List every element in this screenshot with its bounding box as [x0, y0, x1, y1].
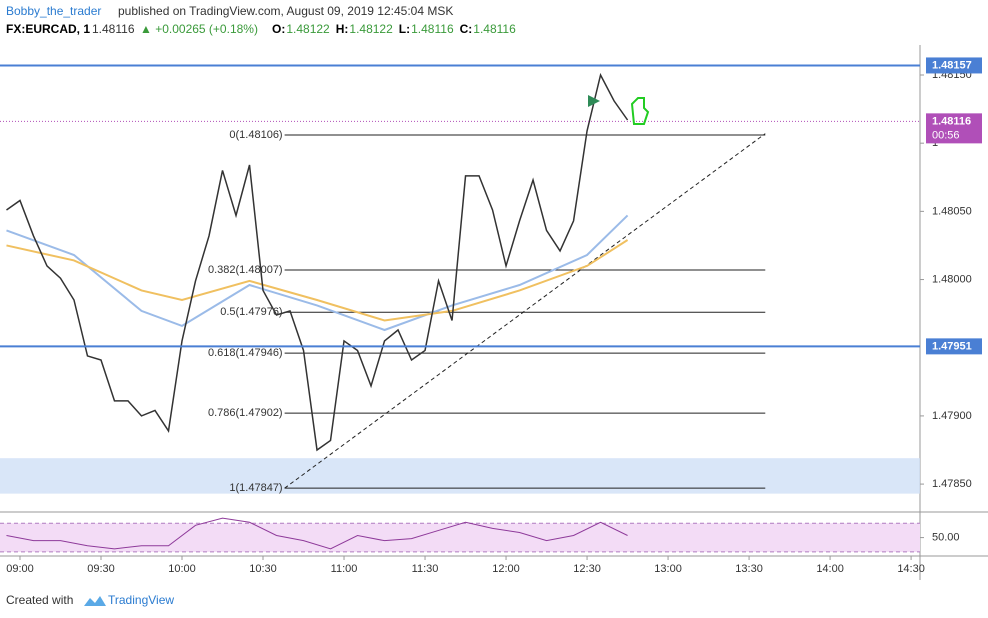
x-tick-label: 11:30 — [412, 563, 439, 575]
level-tag — [926, 57, 982, 74]
ohlc-value: 1.48122 — [349, 22, 393, 36]
ohlc-value: 1.48116 — [411, 22, 454, 36]
fib-label: 1(1.47847) — [229, 482, 282, 494]
x-tick-label: 09:00 — [6, 563, 34, 575]
countdown: 00:56 — [932, 129, 960, 141]
footer-created: Created with — [6, 593, 73, 607]
x-tick-label: 14:00 — [816, 563, 844, 575]
logo — [84, 596, 106, 606]
rsi-tick-label: 50.00 — [932, 531, 960, 543]
fib-label: 0(1.48106) — [229, 129, 282, 141]
footer-brand[interactable]: TradingView — [108, 593, 174, 607]
symbol: FX:EURCAD, 1 — [6, 22, 90, 36]
y-tick-label: 1.48000 — [932, 273, 972, 285]
rsi-band — [0, 523, 920, 552]
x-tick-label: 10:30 — [249, 563, 277, 575]
arrow-icon — [588, 95, 600, 107]
current-label: 1.48116 — [932, 115, 971, 127]
x-tick-label: 12:30 — [573, 563, 601, 575]
fib-label: 0.382(1.48007) — [208, 264, 283, 276]
current-tag — [926, 113, 982, 144]
x-tick-label: 10:00 — [168, 563, 196, 575]
fib-label: 0.786(1.47902) — [208, 407, 283, 419]
fib-label: 0.618(1.47946) — [208, 347, 283, 359]
published: published on TradingView.com, August 09,… — [118, 4, 453, 18]
level-label: 1.47951 — [932, 340, 972, 352]
rsi-line — [6, 517, 628, 550]
x-tick-label: 12:00 — [492, 563, 520, 575]
x-tick-label: 13:00 — [654, 563, 682, 575]
ohlc: O: 1.48122 H: 1.48122 L: 1.48116 C: 1.48116 — [272, 22, 516, 36]
y-tick-label: 1.47850 — [932, 478, 972, 490]
moving-average — [6, 214, 629, 332]
x-tick-label: 11:00 — [331, 563, 358, 575]
trendline — [284, 133, 766, 489]
y-tick-label: 1.48050 — [932, 205, 972, 217]
ohlc-key: O: — [272, 22, 285, 36]
x-tick-label: 14:30 — [897, 563, 925, 575]
ohlc-key: C: — [460, 22, 473, 36]
x-tick-label: 09:30 — [87, 563, 115, 575]
price-pane — [0, 45, 920, 510]
level-tag — [926, 338, 982, 355]
ohlc-value: 1.48116 — [473, 22, 516, 36]
y-tick-label: 1.47900 — [932, 410, 972, 422]
plot: 1.4815011.480501.480001.479001.4785009:0… — [0, 57, 982, 575]
x-tick-label: 13:30 — [735, 563, 763, 575]
ohlc-key: H: — [336, 22, 349, 36]
ohlc-key: L: — [399, 22, 410, 36]
thumbs-down-icon — [630, 97, 650, 125]
price-line — [6, 72, 629, 452]
level-label: 1.48157 — [932, 59, 972, 71]
author[interactable]: Bobby_the_trader — [6, 4, 101, 18]
change: ▲ +0.00265 (+0.18%) — [140, 22, 258, 36]
last-price: 1.48116 — [92, 22, 135, 36]
ohlc-value: 1.48122 — [286, 22, 330, 36]
fib-label: 0.5(1.47976) — [220, 306, 282, 318]
moving-average — [6, 239, 629, 322]
